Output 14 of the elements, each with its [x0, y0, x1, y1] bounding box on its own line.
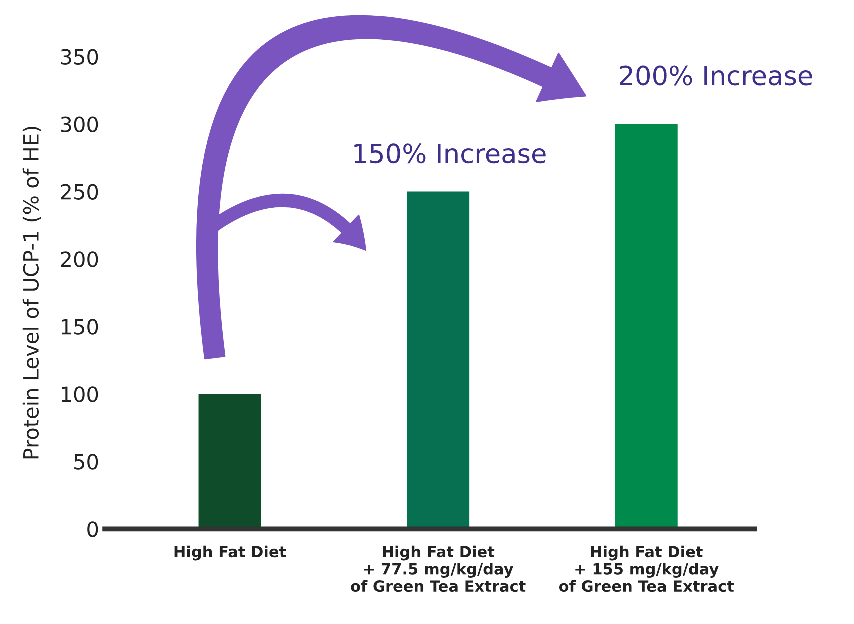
- x-tick-label: High Fat Diet + 77.5 mg/kg/day of Green Tea Extract: [351, 546, 526, 592]
- y-tick-label: 250: [61, 184, 98, 200]
- y-tick-label: 350: [61, 49, 98, 65]
- annotation: 150% Increase: [354, 144, 546, 164]
- y-tick-label: 200: [61, 252, 98, 268]
- y-tick-label: 150: [62, 319, 98, 335]
- y-tick-label: 0: [88, 522, 98, 538]
- x-tick-label: High Fat Diet + 155 mg/kg/day of Green Tea Extract: [559, 546, 734, 592]
- y-tick-label: 50: [74, 454, 98, 470]
- y-tick-label: 300: [61, 116, 98, 132]
- x-tick-label: High Fat Diet: [174, 546, 286, 561]
- annotation: 200% Increase: [620, 66, 812, 86]
- y-axis-title: Protein Level of UCP-1 (% of HE): [22, 127, 42, 459]
- y-tick-label: 100: [62, 386, 98, 402]
